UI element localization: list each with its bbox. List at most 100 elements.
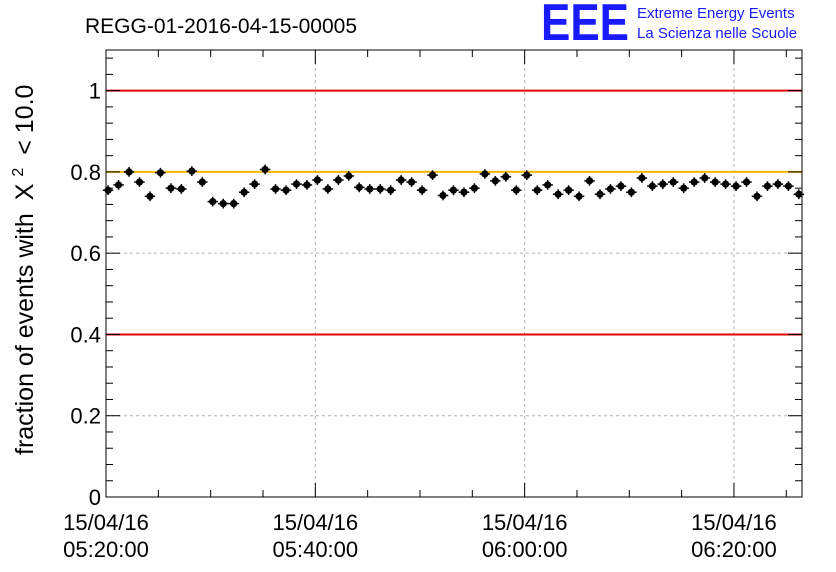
x-tick-label-time: 06:00:00 <box>482 537 568 562</box>
data-marker <box>366 185 374 193</box>
data-point <box>783 181 794 192</box>
data-marker <box>711 178 719 186</box>
data-marker <box>784 182 792 190</box>
data-point <box>259 164 271 175</box>
data-point <box>573 191 585 202</box>
data-marker <box>125 168 133 176</box>
data-marker <box>313 176 322 184</box>
data-marker <box>387 186 395 194</box>
grid-lines <box>106 50 802 497</box>
data-point <box>552 189 564 200</box>
data-marker <box>135 178 144 186</box>
data-marker <box>491 177 499 185</box>
data-marker <box>271 185 280 193</box>
data-point <box>521 170 532 181</box>
data-point <box>511 185 522 196</box>
data-point <box>343 171 355 181</box>
data-marker <box>439 191 447 200</box>
data-marker <box>606 185 615 193</box>
data-point <box>563 185 574 196</box>
data-point <box>427 170 438 181</box>
x-tick-label-date: 15/04/16 <box>273 510 359 535</box>
data-marker <box>669 178 677 186</box>
data-marker <box>774 180 782 188</box>
data-point <box>584 175 595 186</box>
data-point <box>594 189 606 200</box>
y-tick-labels: 0 0.2 0.4 0.6 0.8 1 <box>70 79 101 510</box>
data-point <box>395 175 407 185</box>
data-marker <box>324 185 332 193</box>
data-point <box>709 177 721 187</box>
y-axis-label: fraction of events with X 2 < 10.0 <box>1 85 39 455</box>
data-point <box>668 177 679 187</box>
x-tick-label-time: 05:20:00 <box>63 537 149 562</box>
data-marker <box>397 176 405 184</box>
data-marker <box>554 190 562 198</box>
data-point <box>312 175 323 185</box>
data-marker <box>512 186 520 194</box>
data-marker <box>585 177 594 185</box>
data-point <box>448 185 459 196</box>
data-marker <box>680 184 688 192</box>
data-marker <box>659 180 667 188</box>
data-point <box>542 180 553 190</box>
data-point <box>416 185 428 196</box>
data-marker <box>167 184 175 192</box>
data-marker <box>355 183 363 191</box>
y-tick-label: 0.2 <box>70 404 101 429</box>
data-point <box>113 180 124 190</box>
data-point <box>636 173 648 183</box>
data-marker <box>523 171 531 179</box>
data-marker <box>690 178 698 186</box>
data-point <box>249 179 260 189</box>
data-marker <box>721 180 730 188</box>
data-point <box>437 190 449 201</box>
data-marker <box>251 180 259 188</box>
chart-title: REGG-01-2016-04-15-00005 <box>85 15 357 38</box>
data-marker <box>428 171 437 179</box>
x-tick-label-date: 15/04/16 <box>691 510 777 535</box>
data-point <box>615 181 627 192</box>
data-marker <box>240 188 248 196</box>
x-tick-label-date: 15/04/16 <box>63 510 149 535</box>
data-point <box>688 177 700 187</box>
data-point <box>322 184 334 194</box>
logo-line-2: La Scienza nelle Scuole <box>637 25 797 42</box>
data-marker <box>596 190 604 198</box>
data-point <box>238 187 250 198</box>
data-marker <box>648 182 656 190</box>
data-marker <box>544 181 552 189</box>
data-point <box>280 185 292 196</box>
data-marker <box>627 188 636 196</box>
data-point <box>354 182 365 193</box>
data-marker <box>418 186 426 194</box>
data-marker <box>219 200 227 208</box>
logo-line-1: Extreme Energy Events <box>637 5 795 22</box>
data-point <box>605 184 616 194</box>
y-axis-label-text: fraction of events with <box>11 213 39 455</box>
data-marker <box>376 185 384 193</box>
data-marker <box>408 178 416 186</box>
data-marker <box>470 184 479 192</box>
data-point <box>102 185 114 196</box>
data-marker <box>198 178 206 186</box>
y-axis-label-condition: < 10.0 <box>11 85 39 155</box>
data-marker <box>481 170 489 178</box>
data-point <box>270 184 281 194</box>
data-point <box>490 175 501 186</box>
data-marker <box>261 165 269 174</box>
data-marker <box>533 186 541 194</box>
data-point <box>134 177 145 187</box>
data-point <box>699 173 710 183</box>
y-tick-label: 1 <box>89 79 101 104</box>
data-point <box>500 171 512 182</box>
data-point <box>155 167 166 178</box>
eee-logo: EEE Extreme Energy Events La Scienza nel… <box>541 0 797 52</box>
data-point <box>751 191 763 202</box>
data-point <box>207 196 218 207</box>
data-marker <box>460 188 468 196</box>
y-tick-label: 0.4 <box>70 322 101 347</box>
data-point <box>385 185 396 196</box>
data-marker <box>617 182 625 190</box>
